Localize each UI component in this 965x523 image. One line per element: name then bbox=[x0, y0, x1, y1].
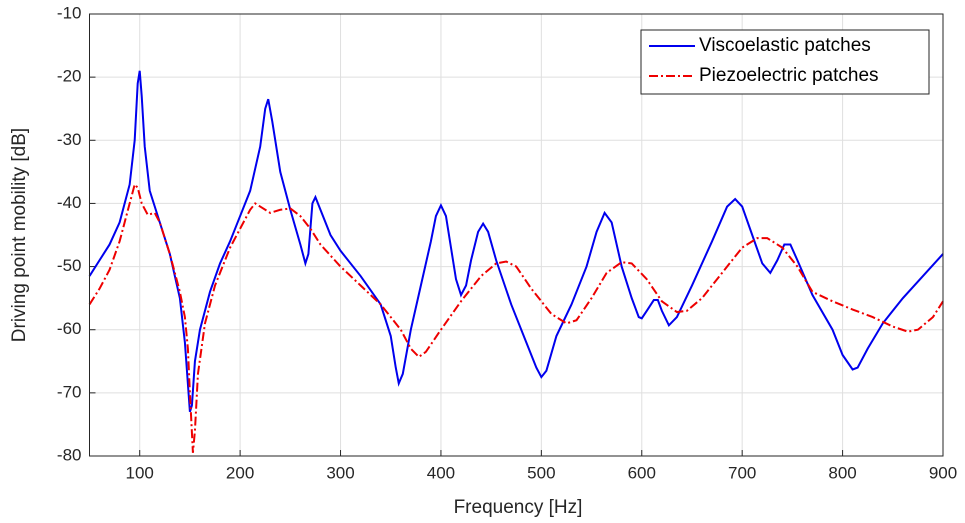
y-tick-label: -80 bbox=[57, 445, 82, 464]
x-tick-label: 900 bbox=[929, 463, 957, 482]
x-tick-label: 400 bbox=[427, 463, 455, 482]
y-tick-label: -30 bbox=[57, 130, 82, 149]
x-tick-label: 800 bbox=[828, 463, 856, 482]
y-tick-label: -10 bbox=[57, 3, 82, 22]
legend-label: Piezoelectric patches bbox=[699, 65, 879, 86]
legend: Viscoelastic patches Piezoelectric patche… bbox=[640, 29, 930, 95]
y-tick-label: -20 bbox=[57, 67, 82, 86]
x-tick-label: 600 bbox=[628, 463, 656, 482]
y-tick-label: -60 bbox=[57, 319, 82, 338]
y-axis-label: Driving point mobility [dB] bbox=[9, 128, 30, 342]
legend-box bbox=[640, 29, 930, 95]
line-series bbox=[88, 182, 944, 453]
x-tick-label: 100 bbox=[126, 463, 154, 482]
legend-label: Viscoelastic patches bbox=[699, 35, 871, 56]
x-tick-label: 500 bbox=[527, 463, 555, 482]
x-tick-label: 200 bbox=[226, 463, 254, 482]
x-tick-label: 300 bbox=[326, 463, 354, 482]
x-axis-label: Frequency [Hz] bbox=[454, 497, 583, 518]
line-series bbox=[88, 70, 944, 413]
y-tick-label: -70 bbox=[57, 382, 82, 401]
plot-frame bbox=[89, 13, 944, 457]
y-tick-label: -40 bbox=[57, 193, 82, 212]
y-tick-label: -50 bbox=[57, 256, 82, 275]
x-tick-label: 700 bbox=[728, 463, 756, 482]
